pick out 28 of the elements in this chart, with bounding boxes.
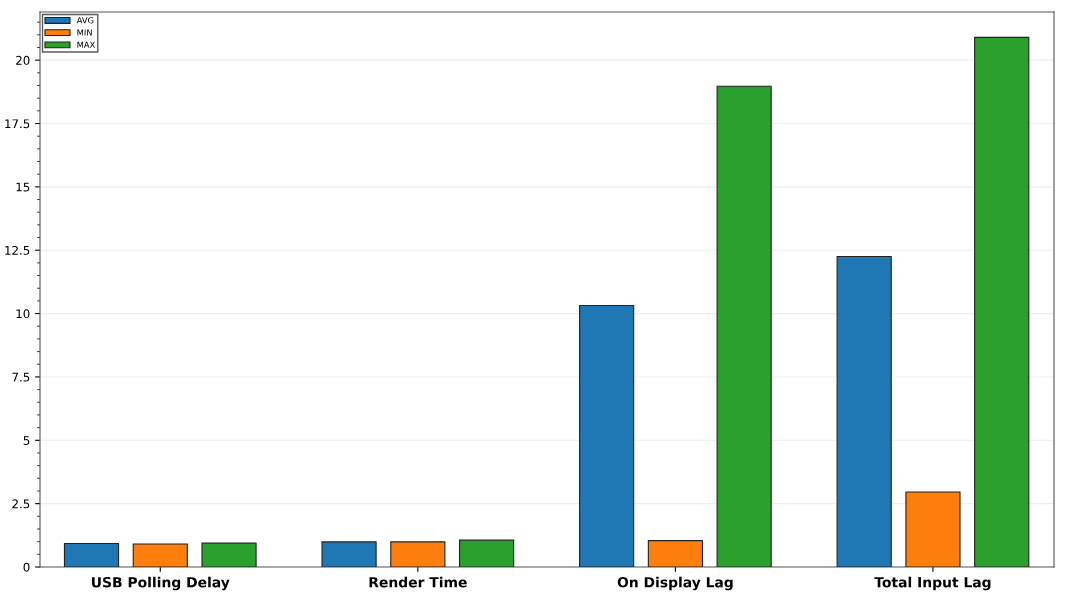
y-tick-label: 10 — [16, 309, 30, 319]
y-tick-label: 7.5 — [12, 372, 30, 382]
bar — [390, 541, 446, 567]
bar — [132, 543, 188, 567]
bar — [459, 539, 515, 567]
bar — [647, 540, 703, 567]
bar — [321, 541, 377, 567]
legend-label: MIN — [77, 29, 92, 36]
legend-label: AVG — [76, 17, 94, 24]
y-tick-label: 20 — [16, 55, 30, 65]
x-tick-label: USB Polling Delay — [92, 576, 230, 591]
x-tick-label: Render Time — [369, 576, 467, 588]
x-tick-label: On Display Lag — [617, 576, 733, 591]
bar — [579, 304, 635, 567]
x-tick-label: Total Input Lag — [874, 576, 991, 591]
y-tick-label: 2.5 — [12, 499, 30, 509]
bar — [974, 36, 1030, 567]
y-tick-label: 17.5 — [5, 119, 30, 129]
bar — [201, 542, 257, 567]
bar — [836, 255, 892, 567]
y-tick-label: 12.5 — [5, 245, 30, 255]
legend-label: MAX — [77, 41, 96, 48]
y-tick-label: 5 — [23, 436, 30, 445]
bar — [716, 85, 772, 567]
y-tick-label: 15 — [16, 182, 30, 192]
bar — [63, 542, 120, 567]
bar — [905, 491, 961, 567]
y-tick-label: 0 — [23, 562, 30, 572]
